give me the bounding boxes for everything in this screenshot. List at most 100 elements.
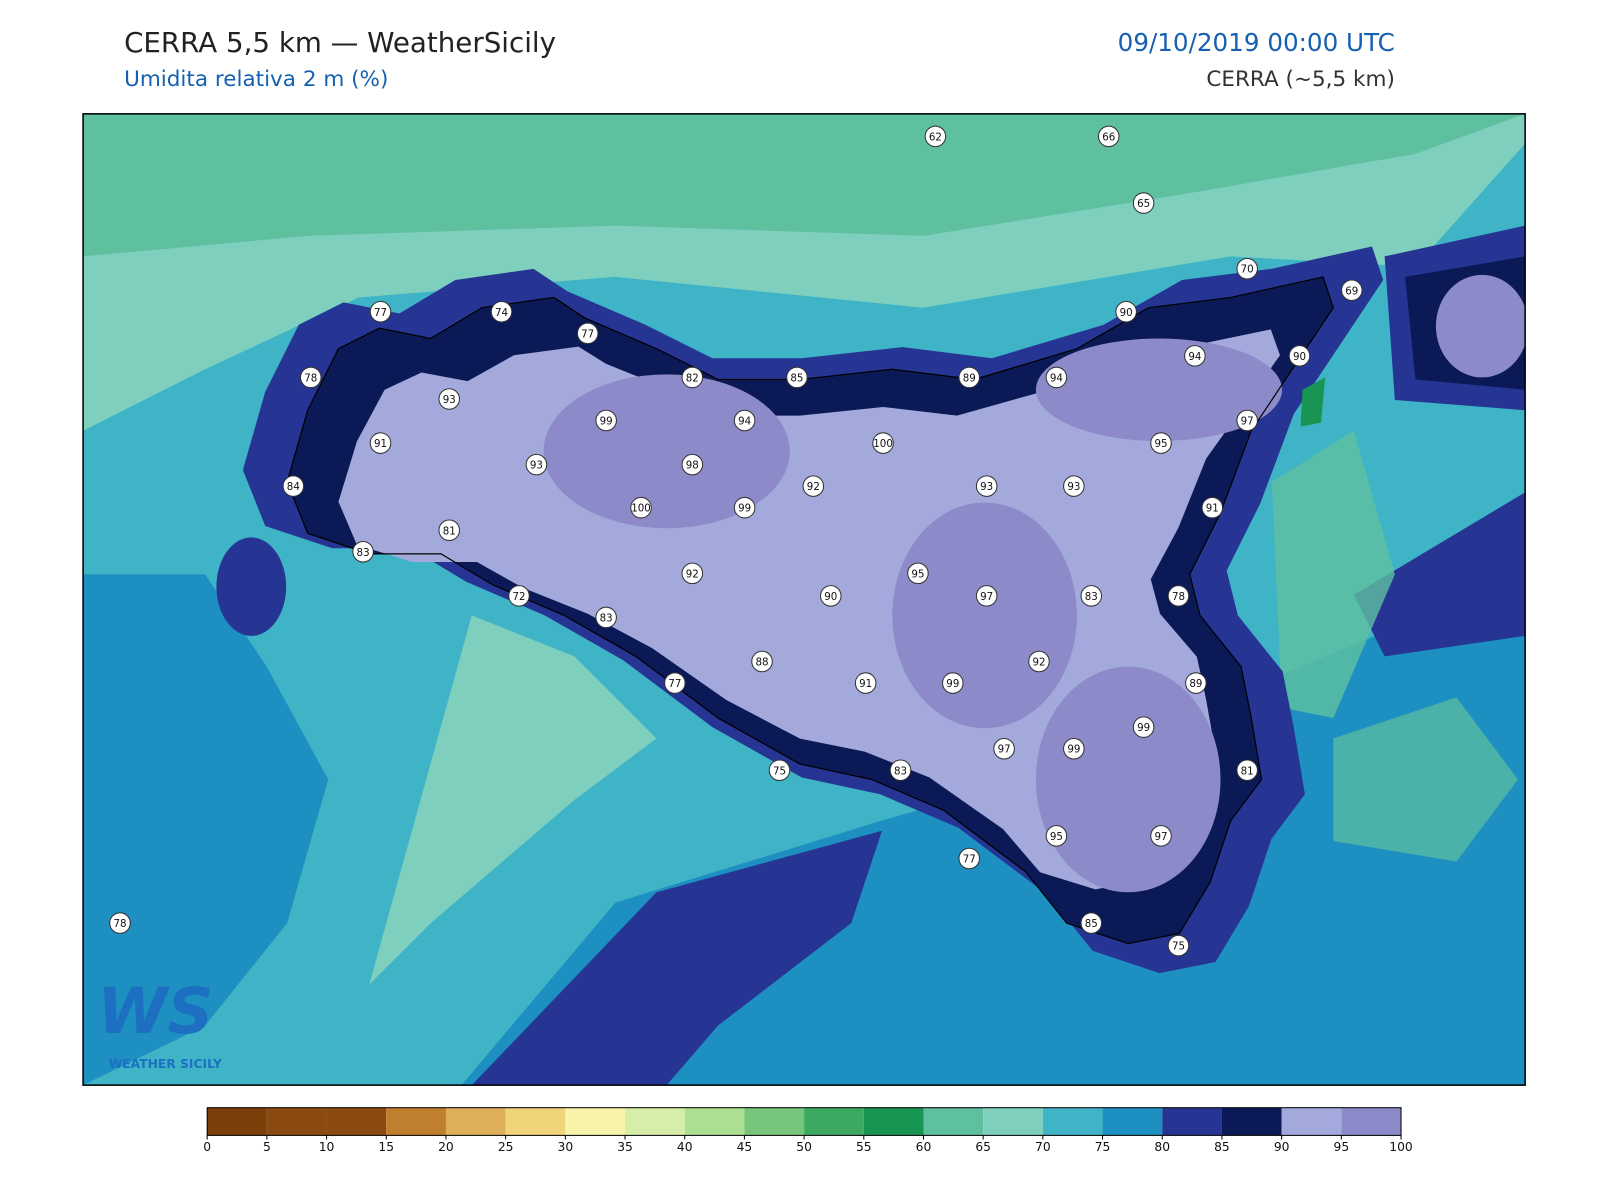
station-marker <box>1341 279 1363 302</box>
station-value: 85 <box>1085 918 1098 930</box>
station: 97 <box>993 737 1015 760</box>
station: 90 <box>820 585 842 607</box>
field-75-80 <box>83 574 329 1086</box>
station-marker <box>664 672 686 694</box>
station-marker <box>681 453 704 476</box>
station-marker <box>1184 345 1206 367</box>
station-marker <box>1028 650 1050 673</box>
station: 83 <box>889 759 912 782</box>
station-value: 94 <box>1050 372 1063 384</box>
station-marker <box>1167 585 1190 607</box>
station: 83 <box>352 541 374 563</box>
station-value: 99 <box>738 503 751 515</box>
station: 77 <box>664 672 686 694</box>
station-marker <box>1150 825 1172 847</box>
station-value: 77 <box>963 853 976 865</box>
colorbar-segment <box>1102 1107 1163 1136</box>
station: 100 <box>872 432 894 454</box>
station: 98 <box>681 453 704 476</box>
station-value: 95 <box>1050 831 1063 843</box>
colorbar-segment <box>505 1107 566 1136</box>
station: 90 <box>1115 301 1137 323</box>
station-marker <box>1045 825 1068 847</box>
station: 77 <box>369 301 392 323</box>
station-value: 97 <box>1241 416 1254 428</box>
colorbar-tick-label: 10 <box>319 1140 335 1154</box>
colorbar-segment <box>445 1107 506 1136</box>
station-value: 98 <box>686 460 699 472</box>
station-marker <box>369 432 392 454</box>
map <box>83 113 1526 1086</box>
station-value: 75 <box>1172 941 1185 953</box>
colorbar-tick-label: 85 <box>1214 1140 1230 1154</box>
station-value: 92 <box>1032 657 1045 669</box>
station-marker <box>958 847 980 870</box>
stations: 62 66 65 70 69 77 74 77 90 94 90 78 93 82 85 89 94 99 94 97… <box>109 125 1363 957</box>
station-marker <box>751 650 773 673</box>
datetime: 09/10/2019 00:00 UTC <box>1118 28 1395 57</box>
station: 78 <box>109 912 131 934</box>
logo: WS WEATHER SICILY <box>97 974 223 1071</box>
station: 85 <box>1080 912 1103 934</box>
colorbar-tick-label: 5 <box>263 1140 271 1154</box>
station-value: 83 <box>600 612 613 624</box>
station-value: 99 <box>600 416 613 428</box>
station-marker <box>595 409 617 432</box>
station-marker <box>1150 432 1172 454</box>
station: 97 <box>1150 825 1172 847</box>
station-marker <box>1045 366 1068 389</box>
station-marker <box>1236 409 1258 432</box>
station-value: 94 <box>738 416 751 428</box>
station-value: 82 <box>686 372 699 384</box>
station: 62 <box>924 125 947 148</box>
station-value: 70 <box>1241 264 1254 276</box>
station: 89 <box>958 366 980 389</box>
station: 65 <box>1132 192 1155 214</box>
station-marker <box>889 759 912 782</box>
station: 91 <box>1201 496 1224 519</box>
field-95-100 <box>1035 666 1221 893</box>
station-marker <box>1132 192 1155 214</box>
colorbar-segment <box>326 1107 387 1136</box>
station-marker <box>681 366 704 389</box>
station: 99 <box>595 409 617 432</box>
colorbar-segment <box>565 1107 626 1136</box>
station: 85 <box>786 366 808 389</box>
station-value: 100 <box>631 503 651 515</box>
station-marker <box>1236 759 1258 782</box>
station-value: 83 <box>1085 591 1098 603</box>
station-value: 78 <box>113 918 126 930</box>
colorbar-tick-label: 45 <box>737 1140 753 1154</box>
station: 99 <box>942 672 964 694</box>
station-value: 88 <box>756 657 769 669</box>
station: 92 <box>1028 650 1050 673</box>
station: 75 <box>768 759 791 782</box>
station: 83 <box>595 606 617 629</box>
field-65-70 <box>369 615 657 985</box>
colorbar: 0 5 10 15 20 25 30 35 40 45 50 55 60 65 70 75 80 85 90 95 10… <box>203 1107 1413 1154</box>
station-value: 74 <box>495 307 508 319</box>
station-value: 89 <box>1189 678 1202 690</box>
station: 99 <box>1132 716 1155 738</box>
station: 97 <box>975 585 998 607</box>
station-marker <box>872 432 894 454</box>
colorbar-segment <box>386 1107 446 1136</box>
station-marker <box>1132 716 1155 738</box>
station: 89 <box>1185 672 1207 694</box>
field-95-100 <box>1035 338 1283 442</box>
colorbar-segment <box>863 1107 924 1136</box>
station-marker <box>438 388 460 410</box>
colorbar-tick-label: 60 <box>916 1140 932 1154</box>
station-value: 95 <box>911 568 924 580</box>
station-value: 90 <box>1293 351 1306 363</box>
station: 99 <box>1063 737 1085 760</box>
colorbar-tick-label: 15 <box>378 1140 394 1154</box>
station-value: 81 <box>443 525 456 537</box>
station-marker <box>820 585 842 607</box>
colorbar-segment <box>804 1107 864 1136</box>
station-marker <box>1236 257 1258 280</box>
station: 93 <box>975 475 998 497</box>
station-marker <box>508 585 530 607</box>
